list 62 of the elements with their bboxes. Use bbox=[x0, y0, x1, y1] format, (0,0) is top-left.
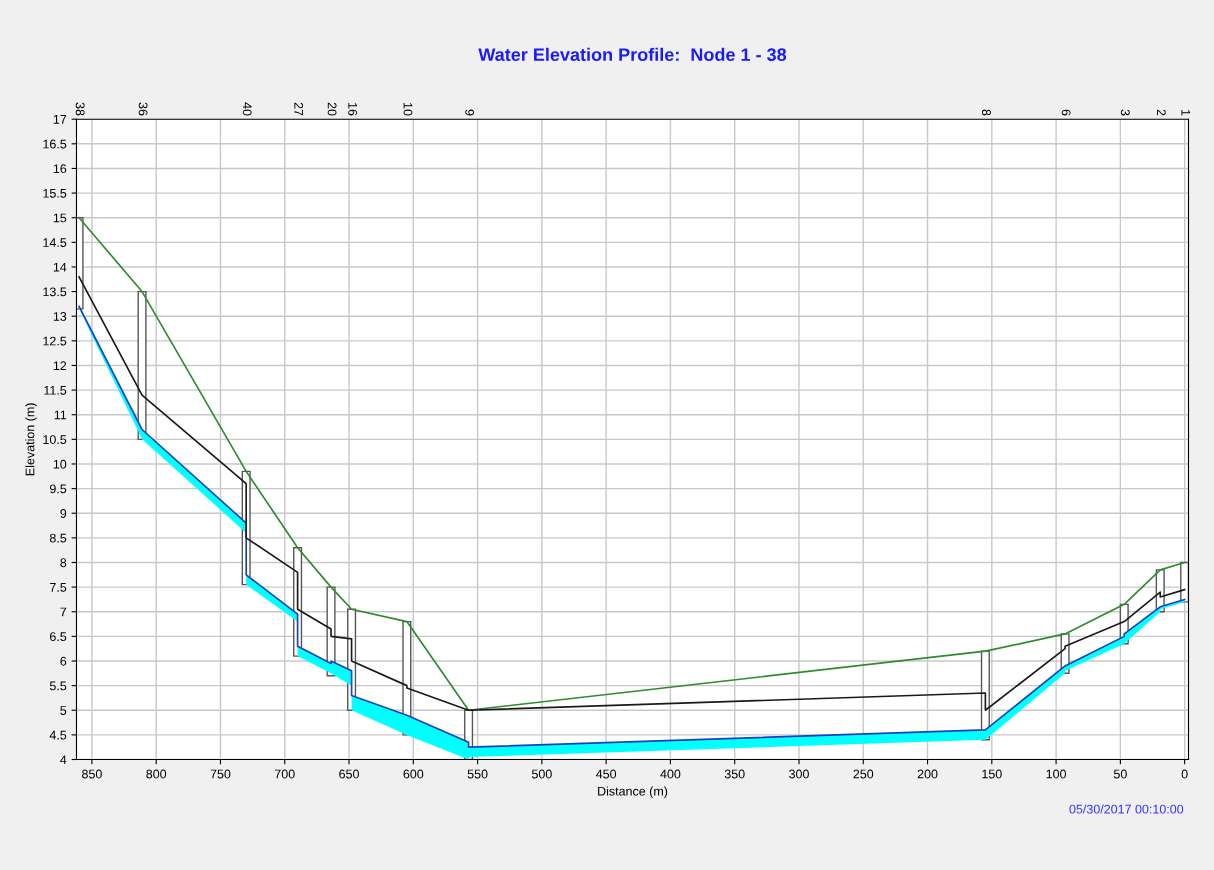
x-axis-title: Distance (m) bbox=[598, 786, 668, 799]
y-tick-label: 12.5 bbox=[43, 336, 67, 346]
text: 40 bbox=[242, 102, 252, 116]
y-tick-label: 9.5 bbox=[49, 484, 67, 494]
text: 38 bbox=[75, 102, 85, 116]
x-tick-label: 200 bbox=[917, 769, 938, 779]
y-axis-title: Elevation (m) bbox=[25, 403, 37, 476]
y-tick-label: 8 bbox=[60, 558, 67, 568]
x-tick-label: 650 bbox=[339, 769, 359, 779]
x-tick-label: 350 bbox=[724, 769, 745, 779]
text: 27 bbox=[294, 102, 304, 116]
x-tick-label: 250 bbox=[853, 769, 874, 779]
text: 10 bbox=[403, 103, 413, 116]
y-tick-label: 10.5 bbox=[43, 435, 67, 444]
x-tick-label: 800 bbox=[146, 769, 167, 779]
x-tick-label: 500 bbox=[531, 769, 552, 779]
y-tick-label: 14 bbox=[53, 262, 67, 272]
y-tick-label: 13.5 bbox=[43, 287, 67, 297]
y-tick-label: 10 bbox=[53, 459, 67, 469]
y-tick-label: 14.5 bbox=[43, 238, 67, 247]
y-tick-label: 5 bbox=[60, 706, 67, 715]
y-tick-label: 13 bbox=[53, 312, 67, 321]
y-tick-label: 16 bbox=[53, 164, 67, 174]
y-tick-label: 11 bbox=[54, 410, 67, 420]
y-tick-label: 6.5 bbox=[50, 632, 67, 642]
x-tick-label: 700 bbox=[274, 769, 295, 779]
x-tick-label: 150 bbox=[982, 769, 1002, 779]
x-tick-label: 0 bbox=[1181, 769, 1188, 779]
y-tick-label: 16.5 bbox=[43, 139, 67, 149]
text: 20 bbox=[327, 102, 337, 116]
y-tick-label: 6 bbox=[60, 656, 67, 666]
x-tick-label: 400 bbox=[660, 769, 681, 779]
text: 1 bbox=[1181, 109, 1191, 116]
y-tick-label: 15.5 bbox=[43, 189, 67, 198]
y-tick-label: 8.5 bbox=[49, 533, 67, 543]
y-tick-label: 12 bbox=[53, 361, 67, 370]
y-tick-label: 7.5 bbox=[50, 583, 67, 592]
text: 6 bbox=[1061, 109, 1071, 116]
y-tick-label: 9 bbox=[60, 509, 67, 518]
x-tick-label: 750 bbox=[210, 769, 231, 779]
x-tick-label: 850 bbox=[82, 769, 102, 779]
y-tick-label: 11.5 bbox=[44, 386, 67, 395]
y-tick-label: 5.5 bbox=[49, 681, 67, 691]
text: 9 bbox=[465, 109, 475, 116]
y-tick-label: 15 bbox=[53, 213, 67, 223]
y-tick-label: 7 bbox=[60, 607, 67, 617]
text: 3 bbox=[1120, 109, 1130, 116]
y-tick-label: 17 bbox=[53, 115, 67, 124]
x-tick-label: 600 bbox=[403, 769, 424, 779]
text: 36 bbox=[138, 102, 148, 116]
text: 2 bbox=[1156, 109, 1166, 116]
chart-title: Water Elevation Profile: Node 1 - 38 bbox=[478, 47, 787, 62]
y-tick-label: 4.5 bbox=[49, 730, 67, 740]
text: 05/30/2017 00:10:00 bbox=[1069, 804, 1184, 814]
x-tick-label: 450 bbox=[596, 769, 617, 779]
x-tick-label: 50 bbox=[1113, 769, 1127, 779]
x-tick-label: 300 bbox=[789, 769, 809, 779]
x-tick-label: 550 bbox=[467, 769, 488, 779]
text: 16 bbox=[348, 103, 358, 116]
text: 8 bbox=[982, 109, 991, 116]
y-tick-label: 4 bbox=[60, 755, 67, 765]
x-tick-label: 100 bbox=[1046, 769, 1067, 779]
